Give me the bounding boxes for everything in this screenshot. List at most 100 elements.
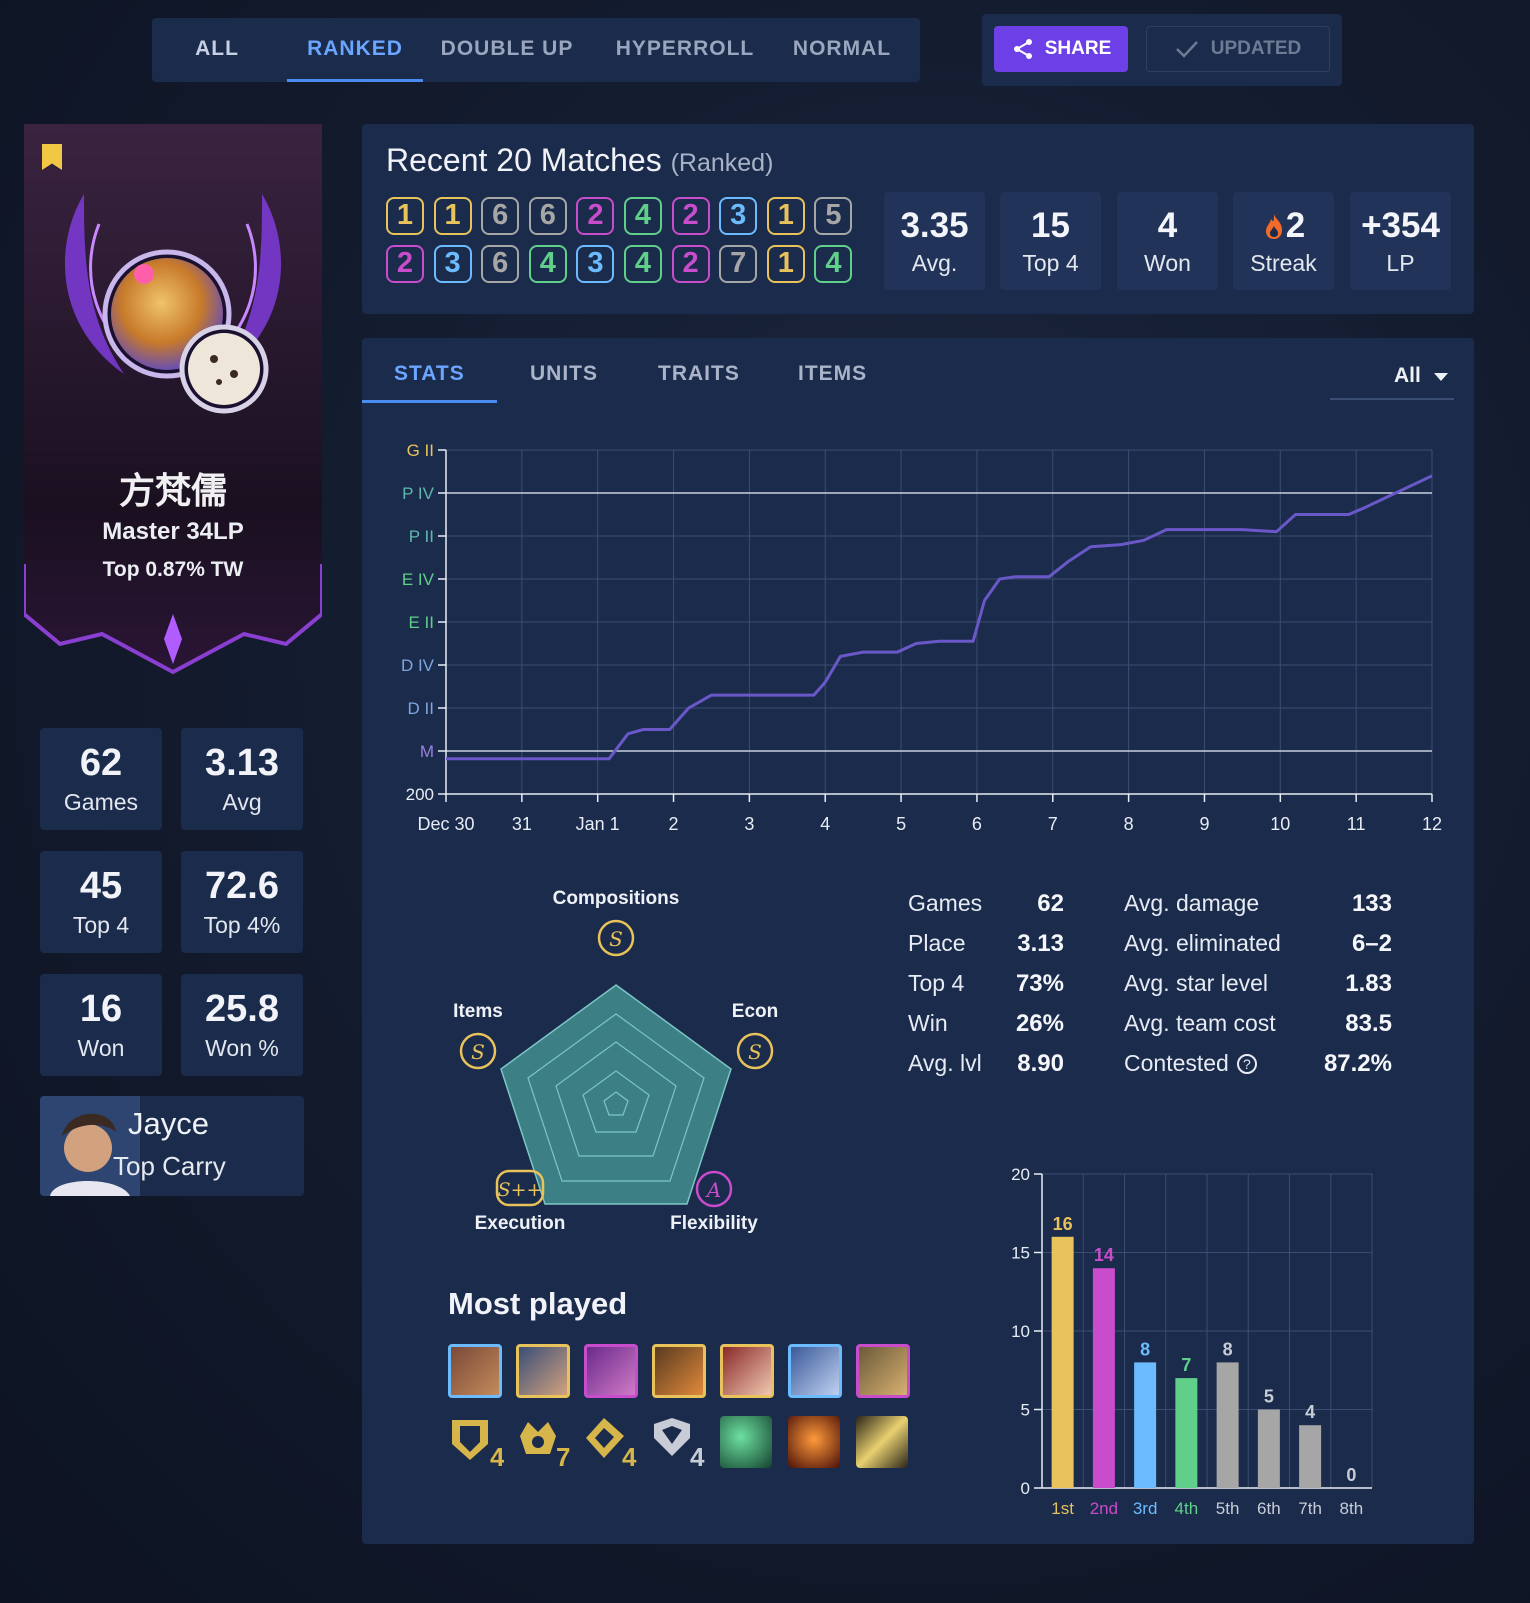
rank-banner-emblem: [24, 124, 322, 675]
most-played-title: Most played: [448, 1286, 628, 1321]
summary-streak: 2 Streak: [1233, 192, 1334, 290]
top-carry-card[interactable]: Jayce Top Carry: [40, 1096, 304, 1196]
tab-stats[interactable]: STATS: [394, 362, 465, 385]
stat-label: Won %: [205, 1035, 279, 1061]
placement-badge[interactable]: 3: [576, 245, 615, 283]
x-tick-label: 2: [669, 814, 679, 834]
stat-row-label: Avg. eliminated: [1124, 930, 1281, 956]
x-tick-label: 2nd: [1090, 1499, 1118, 1518]
player-top-percent: Top 0.87% TW: [102, 558, 244, 581]
placement-badge[interactable]: 1: [433, 197, 472, 235]
y-tick-label: 20: [1011, 1165, 1030, 1184]
trait-icon: 7: [520, 1422, 570, 1470]
bar: [1092, 1268, 1115, 1488]
champion-icon[interactable]: [856, 1344, 910, 1398]
chevron-down-icon: [1434, 373, 1448, 381]
placement-badge[interactable]: 5: [814, 197, 853, 235]
summary-label: Avg.: [911, 250, 958, 276]
stat-row-label: Place: [908, 930, 966, 956]
item-icon[interactable]: [856, 1416, 908, 1468]
tab-all[interactable]: ALL: [195, 37, 239, 60]
placement-badge[interactable]: 2: [576, 197, 615, 235]
placement-badge[interactable]: 6: [481, 197, 520, 235]
placement-badge[interactable]: 3: [433, 245, 472, 283]
champion-icon[interactable]: [516, 1344, 570, 1398]
bar-value-label: 5: [1264, 1387, 1274, 1407]
tab-units[interactable]: UNITS: [530, 362, 598, 385]
grade-badge-flexibility: [695, 1170, 733, 1208]
tab-traits[interactable]: TRAITS: [658, 362, 740, 385]
action-box: SHARE UPDATED: [982, 14, 1342, 86]
champion-icon[interactable]: [584, 1344, 638, 1398]
bar: [1175, 1378, 1198, 1488]
placement-badge[interactable]: 2: [386, 245, 424, 283]
summary-label: Streak: [1250, 250, 1317, 276]
profile-banner: 方梵儒 Master 34LP Top 0.87% TW: [24, 124, 322, 684]
placement-badge[interactable]: 4: [528, 245, 567, 283]
bookmark-icon[interactable]: [42, 144, 62, 170]
top-carry-role: Top Carry: [113, 1151, 226, 1181]
placement-badge[interactable]: 7: [719, 245, 758, 283]
bar-value-label: 16: [1053, 1214, 1073, 1234]
top-carry-name: Jayce: [128, 1106, 209, 1141]
placement-badge[interactable]: 1: [766, 197, 805, 235]
x-tick-label: 4: [820, 814, 830, 834]
radar-label-econ: Econ: [732, 1001, 778, 1022]
placement-badge[interactable]: 3: [719, 197, 758, 235]
summary-streak-value: 2: [1233, 206, 1334, 246]
stat-avg: 3.13 Avg: [181, 728, 303, 830]
y-tick-label: P IV: [402, 484, 434, 503]
tab-items[interactable]: ITEMS: [798, 362, 868, 385]
stats-tab-underline: [362, 400, 497, 403]
trait-count: 4: [622, 1442, 637, 1470]
champion-icon[interactable]: [788, 1344, 842, 1398]
item-icon[interactable]: [788, 1416, 840, 1468]
x-tick-label: 3: [744, 814, 754, 834]
updated-button[interactable]: UPDATED: [1146, 26, 1330, 72]
fire-icon: [1265, 214, 1282, 239]
stat-label: Top 4: [72, 912, 130, 938]
tab-hyperroll[interactable]: HYPERROLL: [615, 37, 755, 60]
item-icon[interactable]: [720, 1416, 772, 1468]
stat-row-value: 83.5: [1345, 1010, 1392, 1037]
grade-badge-compositions: [597, 919, 635, 957]
jayce-portrait-icon: [40, 1096, 140, 1196]
tab-normal[interactable]: NORMAL: [792, 37, 892, 60]
x-tick-label: Dec 30: [417, 814, 474, 834]
champion-icon[interactable]: [652, 1344, 706, 1398]
summary-label: Won: [1144, 250, 1191, 276]
trait-icon: 4: [586, 1418, 637, 1470]
share-icon: [1013, 39, 1032, 59]
placement-badge[interactable]: 2: [671, 197, 710, 235]
x-tick-label: 31: [512, 814, 532, 834]
grade-badge-execution: [495, 1169, 545, 1207]
trait-icon: 4: [654, 1418, 705, 1470]
summary-value: 15: [1031, 206, 1070, 245]
tab-ranked[interactable]: RANKED: [307, 37, 403, 60]
x-tick-label: 9: [1199, 814, 1209, 834]
x-tick-label: 5th: [1216, 1499, 1240, 1518]
champion-icon[interactable]: [448, 1344, 502, 1398]
tab-double-up[interactable]: DOUBLE UP: [440, 37, 574, 60]
stat-value: 45: [79, 865, 123, 907]
y-tick-label: 200: [406, 785, 434, 804]
bar: [1216, 1362, 1239, 1488]
stat-row-value: 73%: [1015, 970, 1064, 997]
stat-row-value: 62: [1037, 890, 1064, 917]
stat-won-percent: 25.8 Won %: [181, 974, 303, 1076]
bar: [1257, 1409, 1280, 1488]
grade-items: S: [471, 1040, 485, 1064]
placement-badge[interactable]: 2: [671, 245, 710, 283]
placement-badge[interactable]: 4: [624, 197, 662, 235]
filter-dropdown[interactable]: All: [1330, 358, 1454, 400]
champion-icon[interactable]: [720, 1344, 774, 1398]
placement-badge[interactable]: 6: [528, 197, 567, 235]
placement-badge[interactable]: 4: [624, 245, 662, 283]
placement-badge[interactable]: 1: [386, 197, 424, 235]
placement-badge[interactable]: 6: [481, 245, 520, 283]
help-icon[interactable]: ?: [1236, 1054, 1257, 1074]
active-tab-underline: [287, 79, 423, 82]
placement-badge[interactable]: 1: [766, 245, 805, 283]
placement-badge[interactable]: 4: [814, 245, 853, 283]
share-button[interactable]: SHARE: [994, 26, 1128, 72]
